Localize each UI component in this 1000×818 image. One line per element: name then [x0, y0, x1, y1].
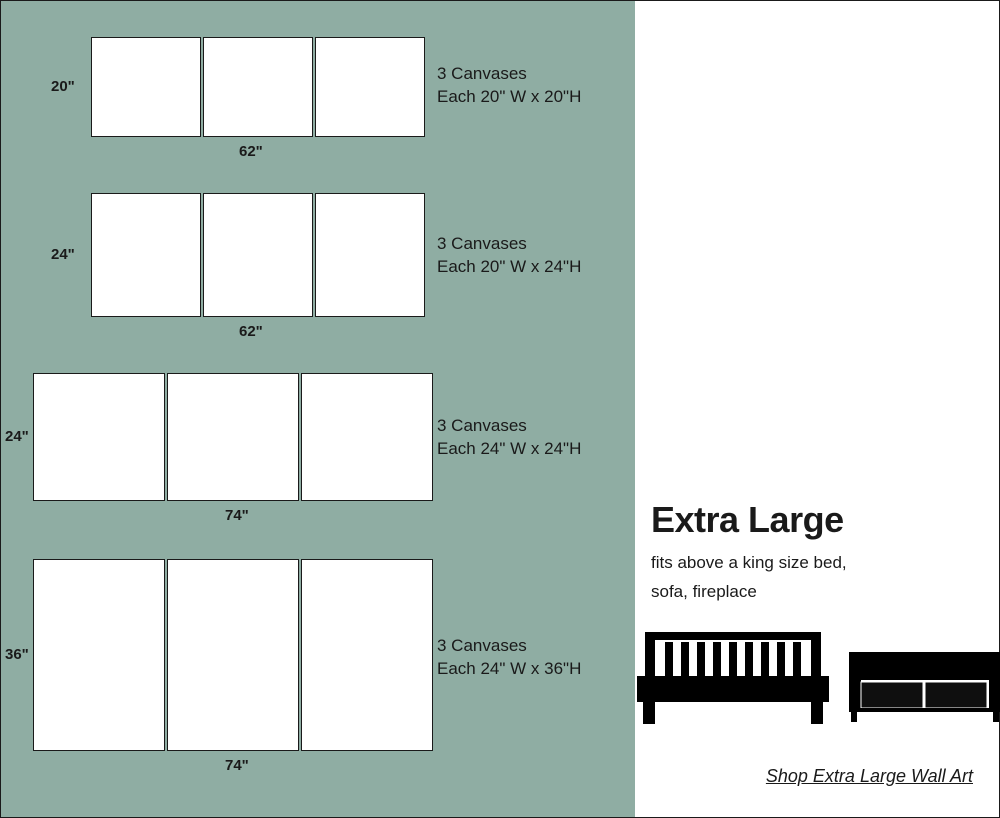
left-panel: 20" 62" 3 Canvases Each 20" W x 20"H 24" 62" 3…: [1, 1, 635, 817]
desc-line2: Each 20" W x 24"H: [437, 257, 581, 276]
right-panel: Extra Large fits above a king size bed, …: [635, 1, 999, 817]
desc-line1: 3 Canvases: [437, 636, 527, 655]
height-dimension: 24": [5, 428, 29, 445]
canvas: [167, 559, 299, 751]
desc-line1: 3 Canvases: [437, 416, 527, 435]
canvas-set-description: 3 Canvases Each 20" W x 24"H: [437, 233, 581, 279]
canvas: [301, 559, 433, 751]
canvas-set-description: 3 Canvases Each 20" W x 20"H: [437, 63, 581, 109]
canvas: [91, 193, 201, 317]
canvas: [315, 37, 425, 137]
width-dimension: 74": [225, 507, 249, 524]
desc-line1: 3 Canvases: [437, 64, 527, 83]
canvas: [33, 373, 165, 501]
infographic-frame: 20" 62" 3 Canvases Each 20" W x 20"H 24" 62" 3…: [0, 0, 1000, 818]
sofa-icon: [849, 652, 1000, 722]
furniture-icons: [635, 632, 1000, 733]
width-dimension: 74": [225, 757, 249, 774]
width-dimension: 62": [239, 143, 263, 160]
canvas-set: [91, 193, 425, 317]
subtitle-line2: sofa, fireplace: [651, 582, 757, 601]
canvas: [203, 37, 313, 137]
width-dimension: 62": [239, 323, 263, 340]
canvas: [33, 559, 165, 751]
size-category-title: Extra Large: [651, 499, 844, 541]
desc-line2: Each 24" W x 24"H: [437, 439, 581, 458]
canvas: [203, 193, 313, 317]
size-category-subtitle: fits above a king size bed, sofa, firepl…: [651, 549, 847, 607]
desc-line2: Each 20" W x 20"H: [437, 87, 581, 106]
canvas: [301, 373, 433, 501]
canvas-set: [33, 559, 433, 751]
shop-link[interactable]: Shop Extra Large Wall Art: [766, 766, 973, 787]
canvas-set: [33, 373, 433, 501]
height-dimension: 24": [51, 246, 75, 263]
height-dimension: 20": [51, 78, 75, 95]
desc-line1: 3 Canvases: [437, 234, 527, 253]
subtitle-line1: fits above a king size bed,: [651, 553, 847, 572]
canvas: [167, 373, 299, 501]
bed-icon: [637, 632, 829, 724]
canvas: [315, 193, 425, 317]
desc-line2: Each 24" W x 36"H: [437, 659, 581, 678]
canvas-set-description: 3 Canvases Each 24" W x 24"H: [437, 415, 581, 461]
height-dimension: 36": [5, 646, 29, 663]
canvas: [91, 37, 201, 137]
canvas-set: [91, 37, 425, 137]
canvas-set-description: 3 Canvases Each 24" W x 36"H: [437, 635, 581, 681]
